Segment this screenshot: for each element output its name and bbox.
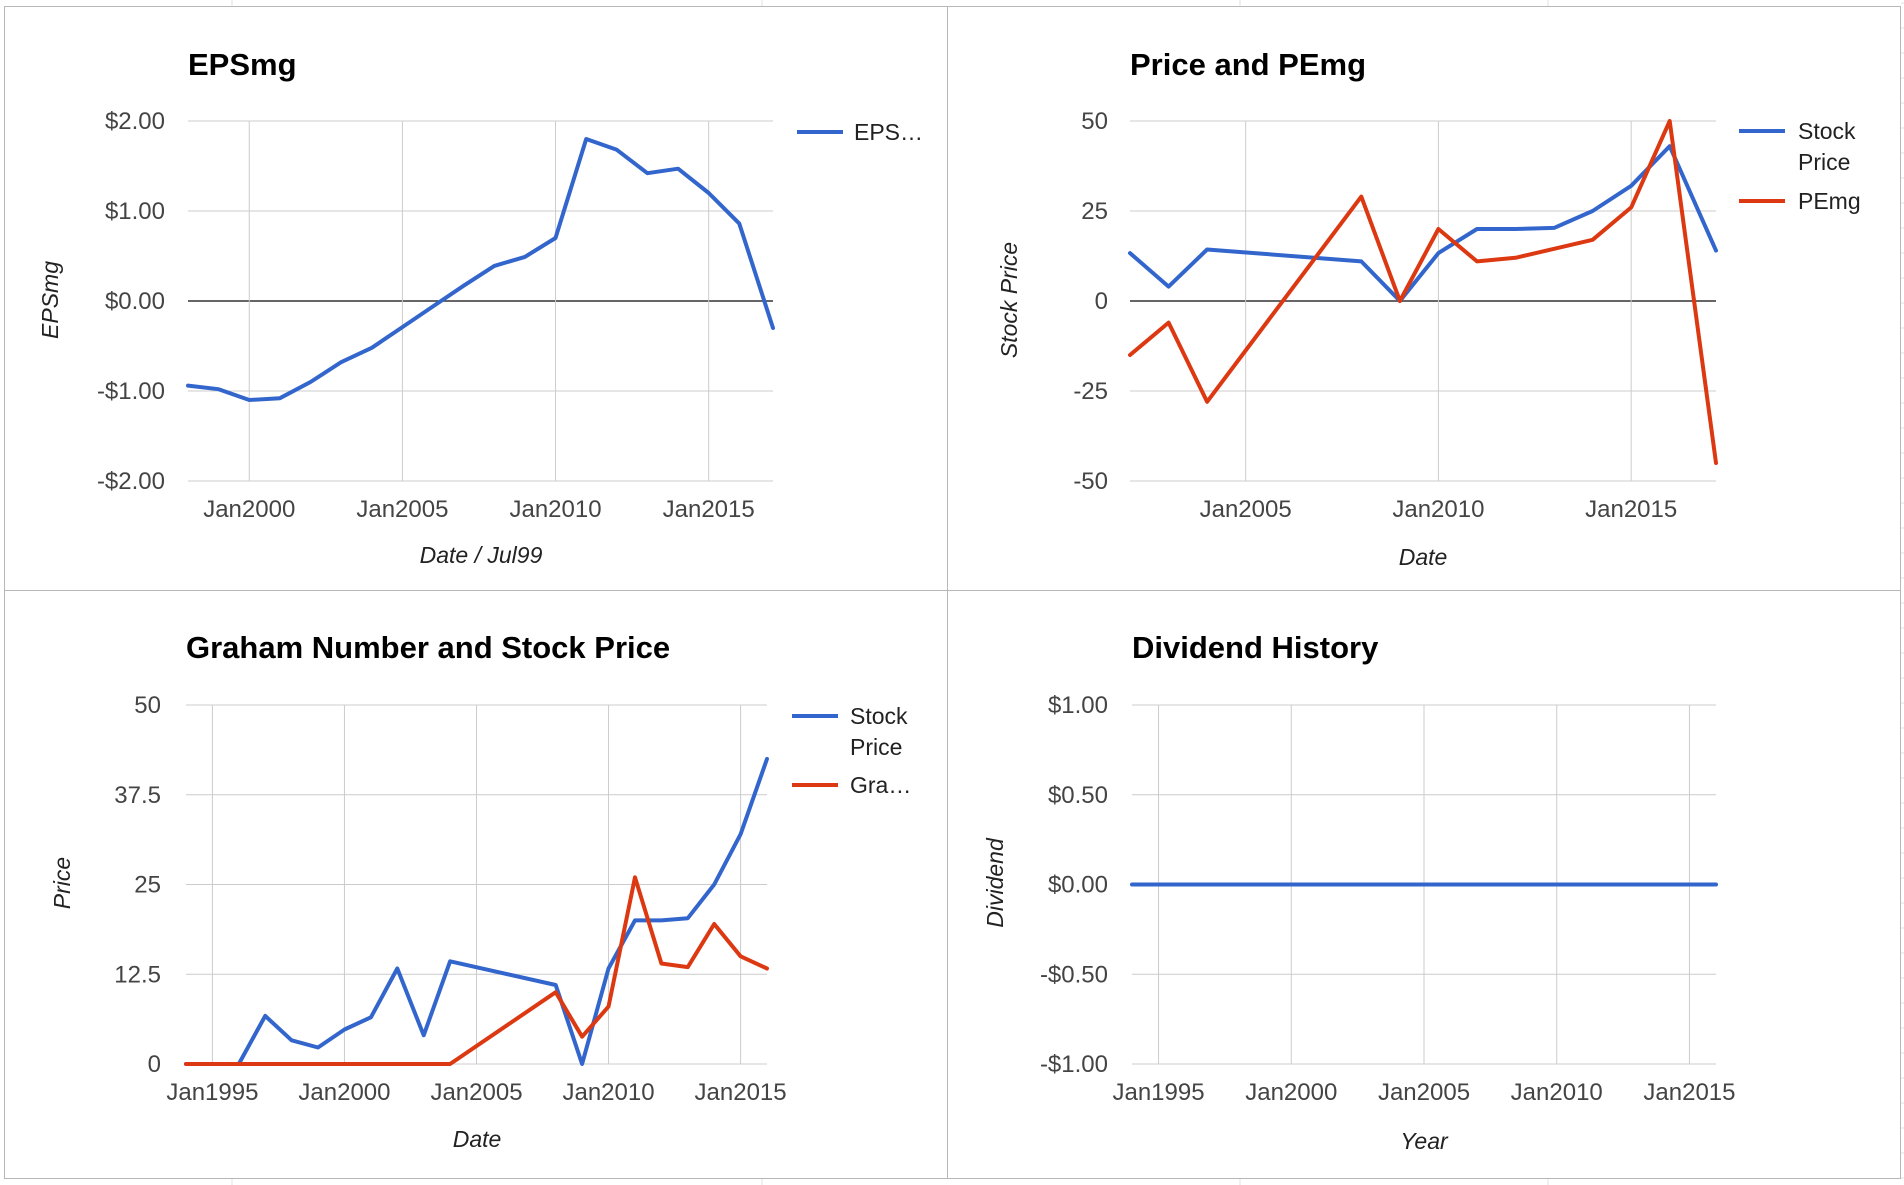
y-tick-label: -$1.00 xyxy=(1040,1051,1108,1078)
y-tick-label: $0.00 xyxy=(1048,872,1108,899)
x-tick-label: Jan2010 xyxy=(1511,1079,1603,1106)
y-tick-label: $0.50 xyxy=(1048,782,1108,809)
x-tick-label: Jan2000 xyxy=(298,1079,390,1106)
y-tick-label: 25 xyxy=(1081,198,1108,225)
legend-label-graham: Gra… xyxy=(850,772,911,798)
legend-label-stock-price: Stock xyxy=(850,703,908,729)
series-line-1 xyxy=(184,875,769,1066)
x-tick-label: Jan2010 xyxy=(1392,496,1484,523)
chart-epsmg: EPSmg $2.00 $1.00 $0.00 -$1.00 -$2.00 Jan2000… xyxy=(37,47,923,568)
x-axis-title: Date xyxy=(1399,544,1448,570)
y-tick-label: -$1.00 xyxy=(97,378,165,405)
x-axis-title: Date xyxy=(453,1126,502,1152)
y-tick-label: -$2.00 xyxy=(97,468,165,495)
y-axis-title: Stock Price xyxy=(996,242,1022,358)
x-tick-label: Jan2000 xyxy=(1245,1079,1337,1106)
y-tick-label: $2.00 xyxy=(105,108,165,135)
series-line-0 xyxy=(186,137,775,402)
y-tick-label: 50 xyxy=(134,692,161,719)
chart-panel-dividend[interactable]: Dividend History $1.00 $0.50 $0.00 -$0.50 -$… xyxy=(947,590,1901,1179)
legend: Stock Price PEmg xyxy=(1739,118,1861,214)
x-tick-label: Jan2010 xyxy=(562,1079,654,1106)
y-tick-label: 37.5 xyxy=(114,782,161,809)
x-tick-label: Jan2010 xyxy=(509,496,601,523)
x-axis-title: Date / Jul99 xyxy=(420,542,543,568)
y-tick-label: -50 xyxy=(1073,468,1108,495)
x-tick-label: Jan2015 xyxy=(663,496,755,523)
chart-price-pemg: Price and PEmg 50 25 0 -25 -50 Jan2005 Jan2010… xyxy=(996,47,1861,570)
x-tick-label: Jan2005 xyxy=(430,1079,522,1106)
chart-title: EPSmg xyxy=(188,47,297,82)
y-axis-title: Price xyxy=(49,857,75,909)
legend-label-epsmg: EPS… xyxy=(854,119,923,145)
y-tick-label: 0 xyxy=(1095,288,1108,315)
legend: EPS… xyxy=(797,119,923,145)
x-tick-label: Jan2015 xyxy=(1643,1079,1735,1106)
x-tick-label: Jan1995 xyxy=(166,1079,258,1106)
y-tick-label: -25 xyxy=(1073,378,1108,405)
chart-panel-price-pemg[interactable]: Price and PEmg 50 25 0 -25 -50 Jan2005 Jan2010… xyxy=(947,6,1901,591)
y-tick-label: $0.00 xyxy=(105,288,165,315)
chart-title: Dividend History xyxy=(1132,630,1379,665)
x-tick-label: Jan2000 xyxy=(203,496,295,523)
x-tick-label: Jan2005 xyxy=(1200,496,1292,523)
x-tick-label: Jan2015 xyxy=(695,1079,787,1106)
chart-panel-epsmg[interactable]: EPSmg $2.00 $1.00 $0.00 -$1.00 -$2.00 Jan2000… xyxy=(4,6,948,591)
x-tick-label: Jan2015 xyxy=(1585,496,1677,523)
y-tick-label: 0 xyxy=(148,1051,161,1078)
chart-graham: Graham Number and Stock Price 50 37.5 25 12… xyxy=(49,630,911,1152)
legend-label-stock-price: Stock xyxy=(1798,118,1856,144)
x-tick-label: Jan2005 xyxy=(356,496,448,523)
chart-title: Price and PEmg xyxy=(1130,47,1366,82)
x-axis-title: Year xyxy=(1400,1128,1449,1154)
legend-label-pemg: PEmg xyxy=(1798,188,1861,214)
x-tick-label: Jan1995 xyxy=(1112,1079,1204,1106)
chart-panel-graham[interactable]: Graham Number and Stock Price 50 37.5 25 12… xyxy=(4,590,948,1179)
chart-title: Graham Number and Stock Price xyxy=(186,630,670,665)
y-tick-label: 25 xyxy=(134,872,161,899)
series-line-1 xyxy=(1128,119,1718,465)
series-line-0 xyxy=(184,756,769,1066)
y-tick-label: $1.00 xyxy=(1048,692,1108,719)
x-tick-label: Jan2005 xyxy=(1378,1079,1470,1106)
chart-dividend: Dividend History $1.00 $0.50 $0.00 -$0.50 -$… xyxy=(982,630,1736,1154)
y-tick-label: 12.5 xyxy=(114,961,161,988)
legend: Stock Price Gra… xyxy=(792,703,911,798)
y-axis-title: EPSmg xyxy=(37,261,63,339)
series-line-0 xyxy=(1128,144,1718,303)
y-axis-title: Dividend xyxy=(982,837,1008,928)
y-tick-label: 50 xyxy=(1081,108,1108,135)
y-tick-label: -$0.50 xyxy=(1040,961,1108,988)
y-tick-label: $1.00 xyxy=(105,198,165,225)
